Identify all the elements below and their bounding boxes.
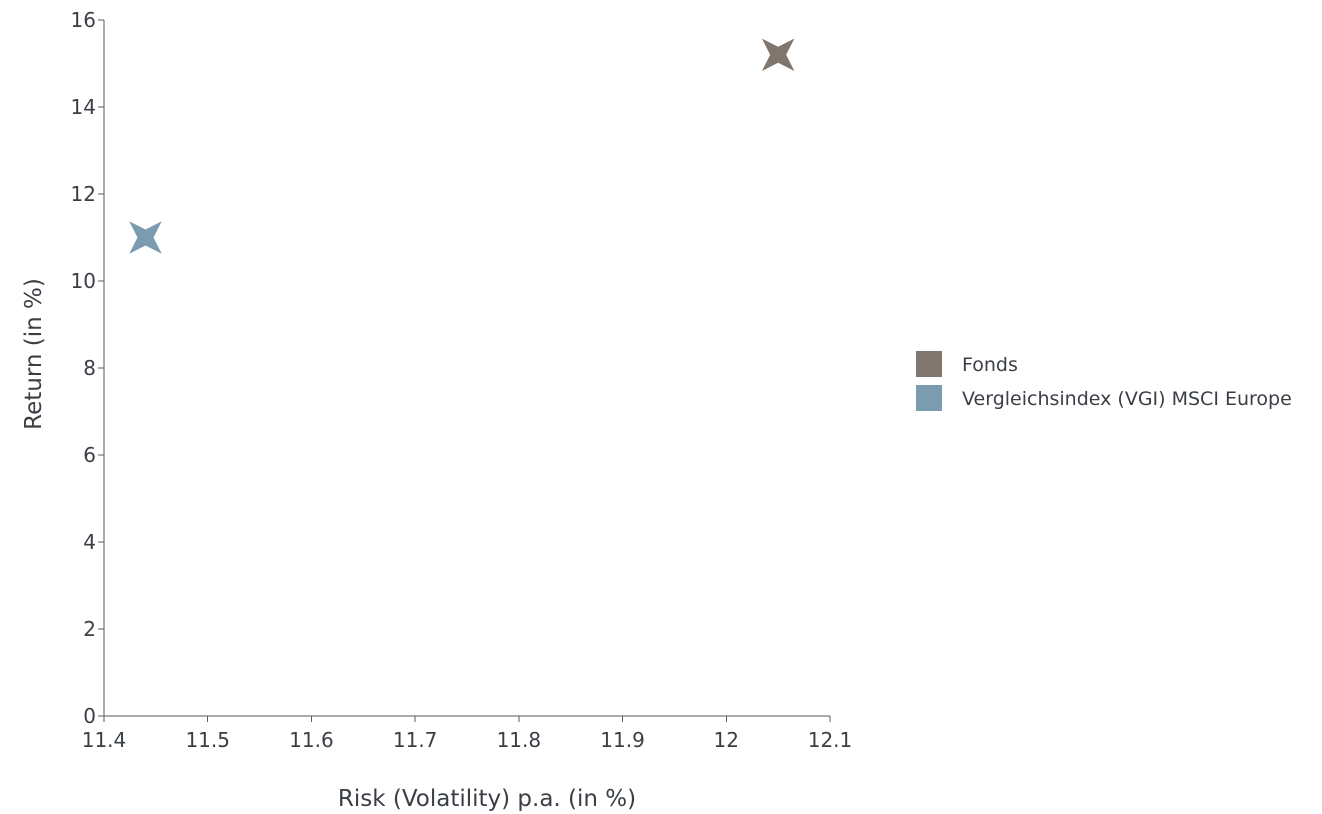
- y-tick-label: 0: [83, 704, 96, 728]
- x-tick-label: 11.9: [600, 728, 645, 752]
- y-tick-label: 12: [71, 182, 96, 206]
- legend: Fonds Vergleichsindex (VGI) MSCI Europe: [916, 351, 1292, 411]
- x-tick-label: 11.4: [82, 728, 127, 752]
- y-tick-label: 10: [71, 269, 96, 293]
- y-axis-title: Return (in %): [21, 278, 47, 430]
- x-tick-label: 11.7: [393, 728, 438, 752]
- legend-label: Fonds: [962, 354, 1018, 376]
- y-tick-label: 16: [71, 8, 96, 32]
- y-tick-label: 2: [83, 617, 96, 641]
- x-axis-ticks: 11.4 11.5 11.6 11.7 11.8 11.9 12 12.1: [82, 716, 853, 752]
- x-tick-label: 12.1: [808, 728, 853, 752]
- y-tick-label: 8: [83, 356, 96, 380]
- data-point-benchmark: [129, 221, 162, 254]
- data-point-fonds: [761, 38, 795, 72]
- x-tick-label: 12: [714, 728, 739, 752]
- y-tick-label: 14: [71, 95, 96, 119]
- y-axis-ticks: 0 2 4 6 8 10 12 14 16: [71, 8, 104, 728]
- legend-swatch: [916, 351, 942, 377]
- x-tick-label: 11.8: [497, 728, 542, 752]
- legend-label: Vergleichsindex (VGI) MSCI Europe: [962, 388, 1292, 410]
- x-axis-title: Risk (Volatility) p.a. (in %): [338, 786, 636, 812]
- data-points: [129, 38, 795, 254]
- x-tick-label: 11.6: [289, 728, 334, 752]
- y-tick-label: 4: [83, 530, 96, 554]
- y-tick-label: 6: [83, 443, 96, 467]
- legend-swatch: [916, 385, 942, 411]
- x-tick-label: 11.5: [185, 728, 230, 752]
